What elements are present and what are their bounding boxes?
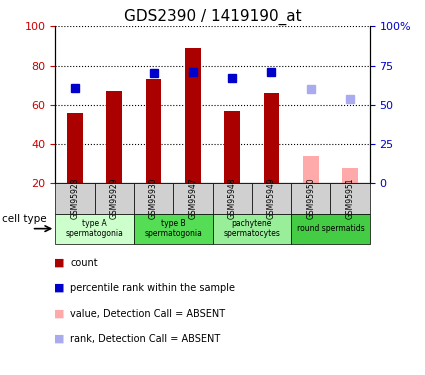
Text: cell type: cell type — [2, 214, 47, 224]
Text: percentile rank within the sample: percentile rank within the sample — [70, 283, 235, 293]
Text: GSM95949: GSM95949 — [267, 178, 276, 219]
Bar — [224, 111, 240, 183]
Text: ■: ■ — [54, 283, 65, 293]
Text: count: count — [70, 258, 98, 267]
Text: ■: ■ — [54, 258, 65, 267]
Text: GSM95948: GSM95948 — [228, 178, 237, 219]
Text: GSM95950: GSM95950 — [306, 178, 315, 219]
Text: GSM95947: GSM95947 — [188, 178, 197, 219]
Bar — [134, 213, 212, 244]
Bar — [106, 91, 122, 183]
Bar — [185, 48, 201, 183]
Text: rank, Detection Call = ABSENT: rank, Detection Call = ABSENT — [70, 334, 221, 344]
Bar — [291, 213, 370, 244]
Bar — [291, 183, 331, 213]
Bar — [94, 183, 134, 213]
Text: GSM95930: GSM95930 — [149, 178, 158, 219]
Text: GSM95929: GSM95929 — [110, 178, 119, 219]
Bar — [212, 213, 291, 244]
Text: ■: ■ — [54, 334, 65, 344]
Text: ■: ■ — [54, 309, 65, 318]
Bar — [134, 183, 173, 213]
Text: type B
spermatogonia: type B spermatogonia — [144, 219, 202, 239]
Bar — [331, 183, 370, 213]
Bar — [173, 183, 212, 213]
Text: type A
spermatogonia: type A spermatogonia — [65, 219, 124, 239]
Text: GSM95928: GSM95928 — [71, 178, 79, 219]
Bar — [252, 183, 291, 213]
Bar — [55, 183, 94, 213]
Text: pachytene
spermatocytes: pachytene spermatocytes — [224, 219, 280, 239]
Bar — [55, 213, 134, 244]
Bar — [303, 156, 319, 183]
Bar — [67, 112, 83, 183]
Bar — [146, 79, 162, 183]
Bar — [342, 168, 358, 183]
Title: GDS2390 / 1419190_at: GDS2390 / 1419190_at — [124, 9, 301, 25]
Bar — [264, 93, 279, 183]
Text: GSM95951: GSM95951 — [346, 178, 354, 219]
Text: round spermatids: round spermatids — [297, 224, 364, 233]
Text: value, Detection Call = ABSENT: value, Detection Call = ABSENT — [70, 309, 225, 318]
Bar — [212, 183, 252, 213]
